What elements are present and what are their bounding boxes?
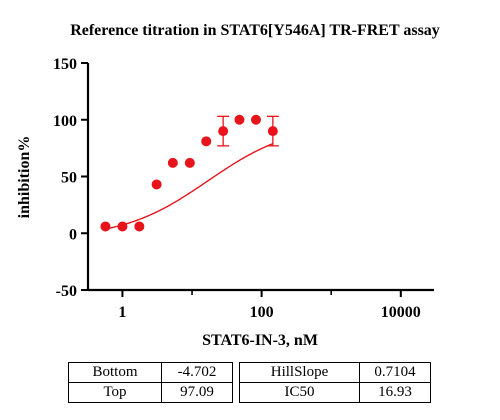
data-point xyxy=(218,126,229,137)
table-row: IC50 16.93 xyxy=(239,382,431,403)
data-point xyxy=(184,157,195,168)
data-points-layer xyxy=(100,114,279,232)
y-tick-label: -50 xyxy=(56,283,77,300)
axes: -50 0 50 100 150 1 100 10000 xyxy=(53,56,434,321)
x-axis-label: STAT6-IN-3, nM xyxy=(202,332,318,349)
y-axis-label: inhibition% xyxy=(16,136,33,219)
x-tick-label: 100 xyxy=(250,304,274,321)
data-point xyxy=(134,221,145,232)
parameter-value: 16.93 xyxy=(359,382,431,403)
y-tick-label: 150 xyxy=(53,56,77,73)
x-tick-label: 10000 xyxy=(381,304,421,321)
parameter-label: HillSlope xyxy=(239,362,360,383)
data-point xyxy=(201,136,212,147)
parameter-value: 0.7104 xyxy=(359,362,431,383)
table-row: Bottom -4.702 xyxy=(68,362,233,383)
fit-curve xyxy=(105,143,274,230)
data-point xyxy=(250,114,261,125)
data-point xyxy=(167,157,178,168)
data-point xyxy=(234,114,245,125)
x-tick-label: 1 xyxy=(118,304,126,321)
chart: Reference titration in STAT6[Y546A] TR-F… xyxy=(16,22,440,349)
y-tick-label: 100 xyxy=(53,113,77,130)
table-row: Top 97.09 xyxy=(68,382,233,403)
data-point xyxy=(151,179,162,190)
y-tick-label: 0 xyxy=(69,226,77,243)
chart-title: Reference titration in STAT6[Y546A] TR-F… xyxy=(70,22,440,39)
parameter-label: Bottom xyxy=(68,362,162,383)
data-point xyxy=(100,221,111,232)
y-tick-label: 50 xyxy=(61,170,77,187)
fit-parameters-table-right: HillSlope 0.7104 IC50 16.93 xyxy=(239,362,431,403)
parameter-value: 97.09 xyxy=(161,382,233,403)
table-row: HillSlope 0.7104 xyxy=(239,362,431,383)
data-point xyxy=(117,221,128,232)
fit-curve-layer xyxy=(105,143,274,230)
fit-parameters-table-left: Bottom -4.702 Top 97.09 xyxy=(68,362,233,403)
parameter-label: Top xyxy=(68,382,162,403)
data-point xyxy=(267,126,278,137)
parameter-value: -4.702 xyxy=(161,362,233,383)
parameter-label: IC50 xyxy=(239,382,360,403)
